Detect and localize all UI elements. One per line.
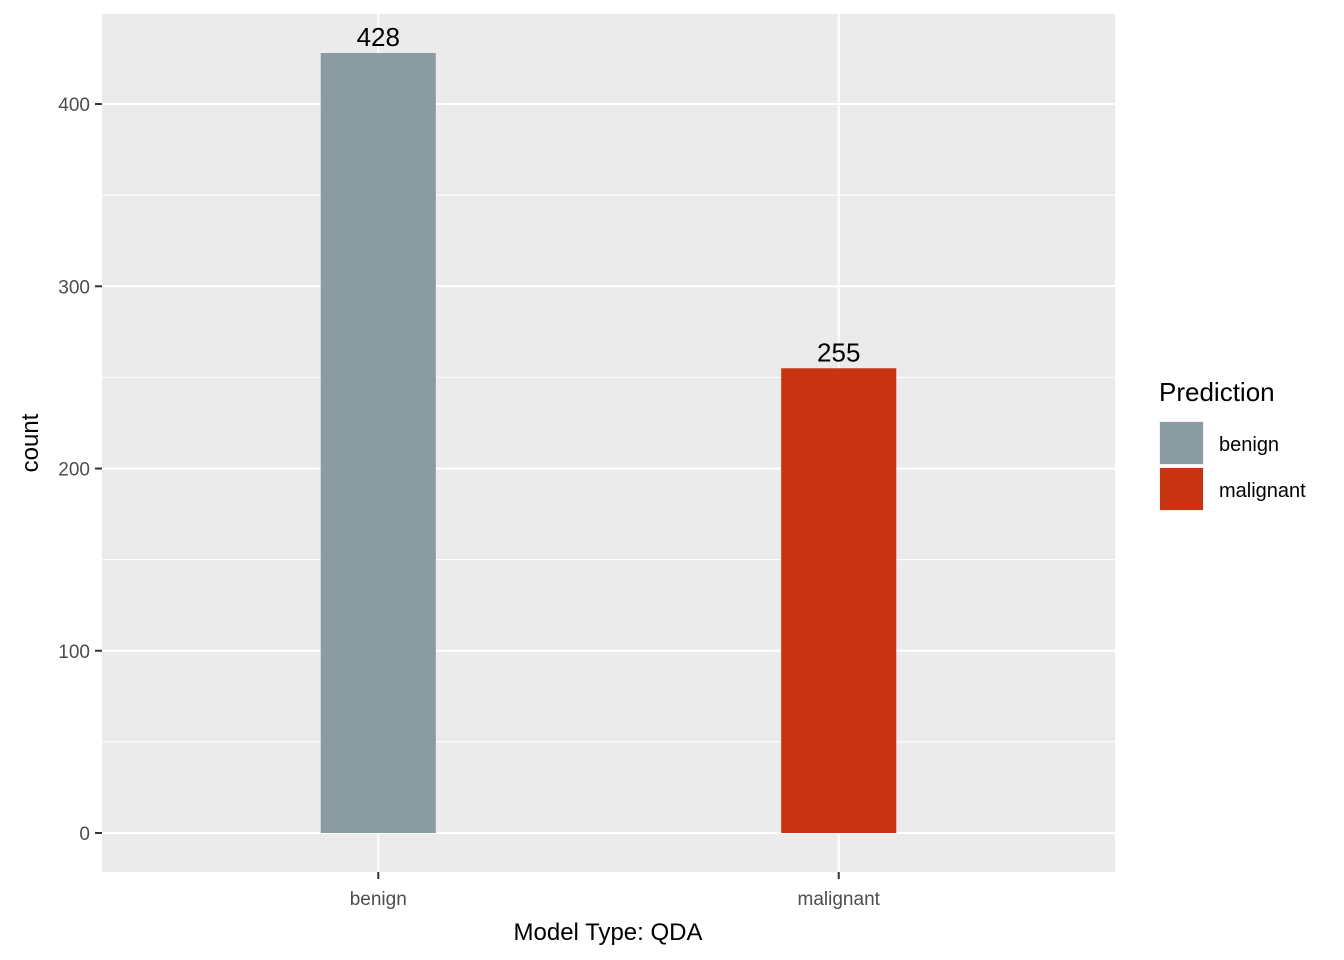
- bar-benign: [320, 53, 436, 833]
- legend-swatch-malignant: [1160, 468, 1203, 510]
- x-tick-label: benign: [350, 889, 407, 910]
- bar-malignant: [781, 368, 897, 833]
- legend-label-malignant: malignant: [1219, 480, 1306, 502]
- minor-gridlines: [102, 194, 1115, 743]
- legend-swatch-benign: [1160, 422, 1203, 464]
- y-axis-title: count: [17, 413, 44, 472]
- legend: Prediction benign malignant: [1159, 377, 1306, 511]
- data-label-malignant: 255: [817, 337, 860, 367]
- y-tick-label: 400: [58, 95, 90, 116]
- y-tick-label: 100: [58, 642, 90, 663]
- y-tick-label: 0: [79, 824, 90, 845]
- data-labels: 428 255: [357, 22, 861, 367]
- plot-panel: [102, 14, 1115, 872]
- legend-label-benign: benign: [1219, 434, 1279, 456]
- bars: [320, 53, 897, 833]
- x-tick-label: malignant: [798, 889, 881, 910]
- data-label-benign: 428: [357, 22, 400, 52]
- y-axis: 0 100 200 300 400: [58, 95, 102, 845]
- x-axis-title: Model Type: QDA: [514, 919, 703, 946]
- legend-title: Prediction: [1159, 377, 1275, 407]
- x-axis: benign malignant: [350, 872, 881, 910]
- y-tick-label: 200: [58, 460, 90, 481]
- y-tick-label: 300: [58, 277, 90, 298]
